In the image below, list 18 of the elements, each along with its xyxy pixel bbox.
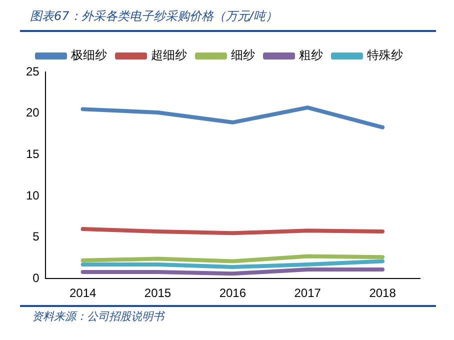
y-tick-label: 15 [26,146,40,161]
y-tick-label: 25 [26,64,40,78]
x-tick-label: 2018 [369,286,396,300]
legend-label: 特殊纱 [367,48,403,62]
y-tick-label: 5 [32,230,40,244]
x-tick-label: 2016 [219,286,246,300]
text: 资料来源：公司招股说明书 [32,309,164,324]
x-tick-label: 2015 [144,286,172,300]
legend-label: 超细纱 [151,48,187,62]
legend-label: 极细纱 [70,48,107,62]
y-tick-label: 20 [26,106,40,120]
y-tick-label: 0 [32,270,40,285]
legend-label: 细纱 [231,48,255,62]
chart-title: 图表67：外采各类电子纱采购价格（万元/吨） [30,8,278,25]
x-tick-label: 2014 [69,286,96,300]
y-tick-label: 10 [26,188,40,202]
legend-label: 粗纱 [299,48,323,62]
x-tick-label: 2017 [294,286,322,300]
